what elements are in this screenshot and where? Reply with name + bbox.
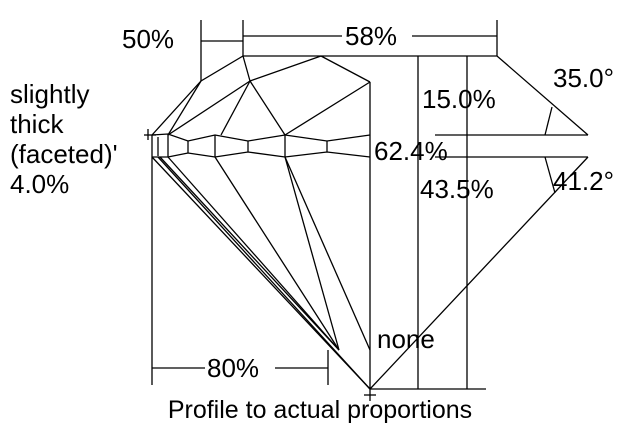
dimension-lines [144,20,556,401]
pavilion-depth-label: 43.5% [420,174,494,204]
girdle-facets [151,133,371,158]
girdle-label-line2: thick [10,109,64,139]
crown-facets [167,55,371,136]
girdle-label-line3: (faceted)' [10,139,118,169]
culet-label: none [377,324,435,354]
crown-height-label: 15.0% [422,84,496,114]
star-length-label: 50% [122,24,174,54]
table-percent-label: 58% [345,21,397,51]
pavilion-facets [157,156,371,390]
pavilion-angle-label: 41.2° [553,166,614,196]
lower-half-label: 80% [207,353,259,383]
total-depth-label: 62.4% [374,136,448,166]
caption: Profile to actual proportions [168,396,472,424]
crown-angle-label: 35.0° [553,63,614,93]
girdle-label-line1: slightly [10,79,89,109]
girdle-label-line4: 4.0% [10,169,69,199]
